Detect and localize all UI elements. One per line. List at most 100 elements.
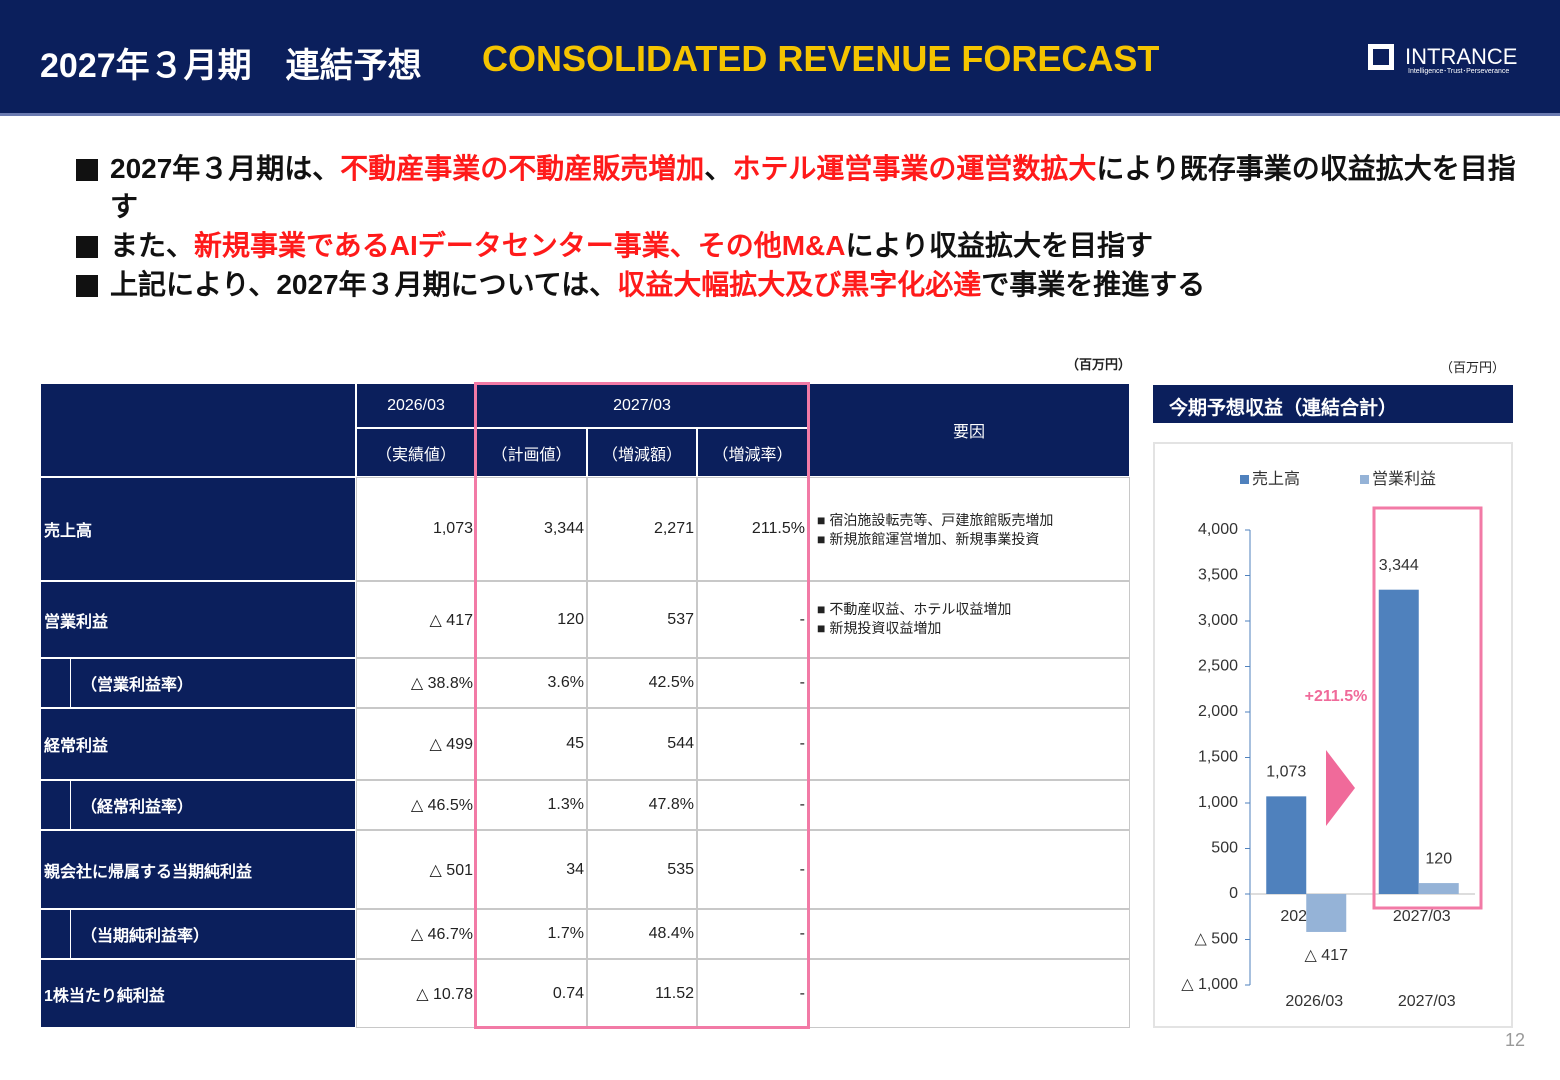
table-unit: （百万円）	[1066, 357, 1132, 372]
table-cell: △ 417	[356, 581, 476, 658]
table-cell: 42.5%	[587, 658, 697, 708]
header-bar	[0, 0, 1560, 116]
factor: ■ 新規投資収益増加	[817, 620, 942, 636]
y-tick-label: 2,000	[1198, 703, 1238, 720]
y-tick-label: 2,500	[1198, 658, 1238, 675]
table-cell: △ 10.78	[356, 959, 476, 1028]
table-cell: △ 499	[356, 708, 476, 780]
header-factor: 要因	[808, 383, 1130, 477]
row-label: （営業利益率）	[40, 658, 356, 708]
highlight-frame	[474, 382, 810, 1029]
page-number: 12	[1505, 1030, 1526, 1050]
bullet-text: 、	[704, 153, 733, 184]
value-label: 120	[1425, 850, 1452, 867]
arrow	[1326, 750, 1355, 826]
table-header-blank	[40, 383, 356, 477]
logo-tagline: Intelligence･Trust･Perseverance	[1408, 68, 1510, 75]
legend-label: 営業利益	[1372, 470, 1436, 488]
bar	[1266, 796, 1307, 894]
table-cell: 1,073	[356, 477, 476, 581]
indent-divider	[70, 658, 71, 708]
x-axis-label: 2027/03	[1398, 993, 1456, 1010]
value-label: 3,344	[1379, 557, 1419, 574]
table-cell: 47.8%	[587, 780, 697, 830]
bullet-marker	[76, 236, 98, 258]
y-tick-label: △ 1,000	[1181, 976, 1238, 993]
factor-cell	[808, 909, 1130, 959]
bar	[1378, 589, 1419, 894]
factor-cell	[808, 708, 1130, 780]
chart-frame	[1153, 442, 1513, 1028]
table-cell: 2,271	[587, 477, 697, 581]
factor-cell: ■ 不動産収益、ホテル収益増加 ■ 新規投資収益増加	[808, 581, 1130, 658]
table-cell: △ 46.5%	[356, 780, 476, 830]
bullet-text: で事業を推進する	[981, 269, 1206, 300]
header-column: （計画値）	[476, 428, 587, 477]
x-axis-label: 2026/03	[1285, 993, 1343, 1010]
legend-swatch	[1240, 475, 1249, 484]
bullet-text: 2027年３月期は、	[110, 153, 341, 184]
bullet-text: により収益拡大を目指す	[845, 230, 1153, 261]
y-tick-label: △ 500	[1195, 931, 1239, 948]
row-label: 1株当たり純利益	[40, 959, 356, 1028]
row-label: （経常利益率）	[40, 780, 356, 830]
header-period: 2027/03	[476, 383, 808, 428]
table-cell: 535	[587, 830, 697, 909]
highlight-frame	[1372, 506, 1483, 910]
header-column: （増減率）	[697, 428, 808, 477]
logo: INTRANCE	[1405, 44, 1518, 69]
bullet-text: 収益大幅拡大及び黒字化必達	[617, 269, 982, 300]
factor-cell	[808, 780, 1130, 830]
indent-divider	[70, 909, 71, 959]
value-label: 1,073	[1266, 764, 1306, 781]
factor: ■ 不動産収益、ホテル収益増加	[817, 601, 1012, 617]
chart-title: 今期予想収益（連結合計）	[1153, 385, 1513, 423]
table-cell: △ 46.7%	[356, 909, 476, 959]
row-label: （当期純利益率）	[40, 909, 356, 959]
table-cell: △ 501	[356, 830, 476, 909]
chart-unit: （百万円）	[1440, 360, 1506, 375]
bullet-text: 上記により、2027年３月期については、	[110, 269, 618, 300]
legend-label: 売上高	[1252, 470, 1300, 488]
row-label: 売上高	[40, 477, 356, 581]
row-label: 経常利益	[40, 708, 356, 780]
row-label: 親会社に帰属する当期純利益	[40, 830, 356, 909]
bullet: 2027年３月期は、不動産事業の不動産販売増加、ホテル運営事業の運営数拡大により…	[110, 150, 1520, 226]
value-label: △ 417	[1305, 947, 1349, 964]
y-tick-label: 1,500	[1198, 749, 1238, 766]
header-column: （実績値）	[356, 428, 476, 477]
legend-swatch	[1360, 475, 1369, 484]
factor-cell	[808, 830, 1130, 909]
y-tick-label: 0	[1229, 885, 1238, 902]
y-tick-label: 500	[1211, 840, 1238, 857]
title: 2027年３月期 連結予想	[40, 47, 422, 85]
bullet-marker	[76, 159, 98, 181]
bar	[1306, 894, 1347, 932]
logo-mark	[1368, 44, 1394, 70]
bullet-text: により既存事業の収益拡大を目指す	[110, 153, 1516, 222]
factor-cell	[808, 658, 1130, 708]
bullet: また、新規事業であるAIデータセンター事業、その他M&Aにより収益拡大を目指す	[110, 227, 1520, 265]
table-cell: 48.4%	[587, 909, 697, 959]
indent-divider	[70, 780, 71, 830]
table-cell: 544	[587, 708, 697, 780]
table-cell: △ 38.8%	[356, 658, 476, 708]
header-column: （増減額）	[587, 428, 697, 477]
y-tick-label: 3,500	[1198, 567, 1238, 584]
row-label: 営業利益	[40, 581, 356, 658]
title-en: CONSOLIDATED REVENUE FORECAST	[482, 38, 1160, 79]
y-tick-label: 4,000	[1198, 521, 1238, 538]
bullet-text: また、	[110, 230, 195, 261]
bar	[1418, 883, 1459, 894]
x-tick-label: 2027/03	[1393, 908, 1451, 925]
bullet: 上記により、2027年３月期については、収益大幅拡大及び黒字化必達で事業を推進す…	[110, 266, 1520, 304]
bullet-marker	[76, 275, 98, 297]
y-tick-label: 1,000	[1198, 794, 1238, 811]
factor: ■ 宿泊施設転売等、戸建旅館販売増加	[817, 512, 1054, 528]
factor: ■ 新規旅館運営増加、新規事業投資	[817, 531, 1040, 547]
table-cell: 537	[587, 581, 697, 658]
y-tick-label: 3,000	[1198, 612, 1238, 629]
bullet-text: 不動産事業の不動産販売増加	[340, 153, 705, 184]
